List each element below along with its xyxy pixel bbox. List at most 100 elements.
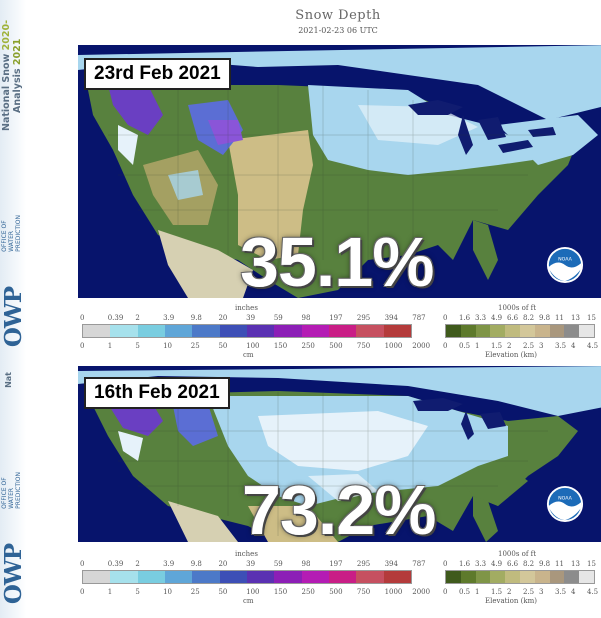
cm-tick: 150 <box>273 588 288 596</box>
elevation-color-swatch <box>446 571 461 583</box>
snow-color-swatch <box>383 571 411 583</box>
elevation-color-swatch <box>564 571 580 583</box>
owp-large-text-2: OWP <box>0 544 26 605</box>
sidebar-nat-text: Nat <box>4 372 13 388</box>
snow-color-swatch <box>164 571 193 583</box>
snow-color-swatch <box>301 325 329 337</box>
cm-tick: 1000 <box>384 588 403 596</box>
cm-tick: 25 <box>190 342 200 350</box>
snow-cover-percentage: 35.1% <box>240 223 434 301</box>
elevation-color-swatch <box>549 325 565 337</box>
inch-tick: 787 <box>412 560 426 568</box>
cm-tick: 1 <box>107 342 113 350</box>
elevation-color-swatch <box>475 571 491 583</box>
cm-tick: 750 <box>356 342 371 350</box>
cm-tick: 5 <box>135 588 140 596</box>
elevation-color-swatch <box>490 571 506 583</box>
legend-cm-ticks: 0 1 5 10 25 50 100 150 250 500 750 1000 … <box>80 342 440 350</box>
ft-tick: 4.9 <box>491 314 503 322</box>
snow-color-swatch <box>356 325 384 337</box>
snow-color-swatch <box>83 325 111 337</box>
snow-color-swatch <box>383 325 411 337</box>
inch-tick: 394 <box>384 560 398 568</box>
ft-tick: 6.6 <box>507 560 519 568</box>
elevation-color-swatch <box>579 571 594 583</box>
sidebar-title-year2: 2021 <box>12 38 23 65</box>
km-tick: 2 <box>507 342 512 350</box>
cm-tick: 0 <box>80 588 85 596</box>
elevation-color-swatch <box>460 571 476 583</box>
cm-tick: 25 <box>190 588 200 596</box>
sidebar-title-line1: National Snow <box>1 53 12 132</box>
sidebar-title-line2: Analysis <box>12 68 23 113</box>
snow-color-swatch <box>301 571 329 583</box>
inch-tick: 98 <box>301 314 311 322</box>
legend-inch-ticks: 0 0.39 2 3.9 9.8 20 39 59 98 197 295 394… <box>80 314 440 322</box>
snow-color-swatch <box>110 571 138 583</box>
elevation-color-swatch <box>534 571 550 583</box>
inch-tick: 295 <box>356 314 371 322</box>
owp-small-line1-2: OFFICE OF <box>1 477 8 509</box>
cm-tick: 1 <box>107 588 113 596</box>
km-tick: 4 <box>571 588 576 596</box>
snow-color-swatch <box>137 325 165 337</box>
snow-color-bar <box>82 324 412 338</box>
ft-tick: 8.2 <box>523 314 535 322</box>
inch-tick: 59 <box>273 560 283 568</box>
km-tick: 0 <box>443 588 448 596</box>
km-tick: 0.5 <box>459 588 471 596</box>
km-tick: 1.5 <box>491 588 503 596</box>
inch-tick: 787 <box>412 314 426 322</box>
legend-cm-ticks: 0 1 5 10 25 50 100 150 250 500 750 1000 … <box>80 588 440 596</box>
owp-small-line3: PREDICTION <box>15 215 22 252</box>
cm-tick: 250 <box>301 588 315 596</box>
ft-tick: 4.9 <box>491 560 503 568</box>
owp-small-line2: WATER <box>8 230 15 252</box>
elevation-color-swatch <box>475 325 491 337</box>
legend-units-cm: cm <box>243 597 254 605</box>
cm-tick: 750 <box>356 588 371 596</box>
cm-tick: 500 <box>329 342 343 350</box>
ft-tick: 15 <box>587 314 596 322</box>
elevation-color-bar <box>445 570 595 584</box>
owp-small-text-2: OFFICE OF WATER PREDICTION <box>1 472 22 509</box>
inch-tick: 0 <box>80 314 85 322</box>
km-tick: 2.5 <box>523 588 535 596</box>
ft-tick: 3.3 <box>475 314 487 322</box>
inch-tick: 3.9 <box>163 314 175 322</box>
snow-cover-percentage-previous: 73.2% <box>242 471 436 549</box>
snow-color-bar <box>82 570 412 584</box>
elevation-color-swatch <box>519 325 535 337</box>
km-tick: 3.5 <box>555 588 567 596</box>
inch-tick: 197 <box>329 560 343 568</box>
cm-tick: 2000 <box>412 342 431 350</box>
ft-tick: 6.6 <box>507 314 519 322</box>
cm-tick: 1000 <box>384 342 403 350</box>
ft-tick: 9.8 <box>539 314 551 322</box>
inch-tick: 394 <box>384 314 398 322</box>
ft-tick: 13 <box>571 314 580 322</box>
map-subtitle: 2021-02-23 06 UTC <box>298 26 378 35</box>
cm-tick: 150 <box>273 342 288 350</box>
elevation-color-swatch <box>579 325 594 337</box>
snow-color-swatch <box>328 571 357 583</box>
km-tick: 4 <box>571 342 576 350</box>
legend-units-km: Elevation (km) <box>485 351 537 359</box>
inch-tick: 98 <box>301 560 311 568</box>
snow-color-swatch <box>192 325 220 337</box>
km-tick: 4.5 <box>587 588 599 596</box>
inch-tick: 0 <box>80 560 85 568</box>
inch-tick: 20 <box>218 560 228 568</box>
legend-units-ft: 1000s of ft <box>498 550 537 558</box>
snow-color-swatch <box>356 571 384 583</box>
svg-text:NOAA: NOAA <box>558 256 573 262</box>
inch-tick: 39 <box>246 314 256 322</box>
cm-tick: 10 <box>163 588 172 596</box>
km-tick: 0.5 <box>459 342 471 350</box>
legend-current: inches 0 0.39 2 3.9 9.8 20 39 59 98 197 … <box>80 302 601 364</box>
legend-km-ticks: 0 0.5 1 1.5 2 2.5 3 3.5 4 4.5 <box>443 342 601 350</box>
elevation-color-swatch <box>446 325 461 337</box>
svg-text:NOAA: NOAA <box>558 495 573 501</box>
sidebar: National Snow 2020- Analysis 2021 OFFICE… <box>0 0 26 618</box>
km-tick: 1 <box>475 342 480 350</box>
